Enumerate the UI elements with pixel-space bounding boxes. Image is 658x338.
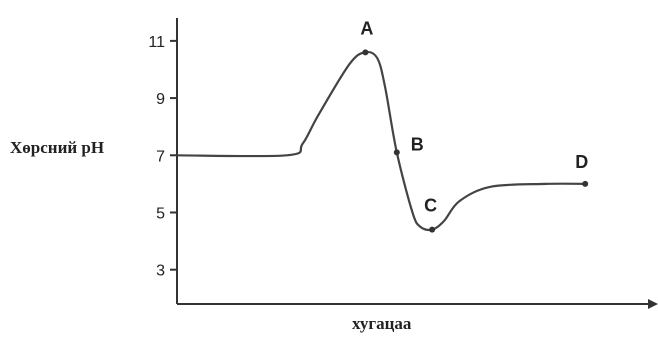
- y-tick-label: 9: [156, 91, 165, 108]
- x-axis-arrow: [648, 299, 658, 309]
- y-tick-label: 7: [156, 148, 165, 165]
- y-tick-label: 3: [156, 263, 165, 280]
- point-d-label: D: [575, 152, 588, 172]
- y-ticks: 3 5 7 9 11: [148, 34, 177, 280]
- point-c-label: C: [424, 196, 437, 216]
- point-b-marker: [393, 149, 400, 156]
- point-c-marker: [429, 226, 436, 233]
- point-a-marker: [362, 49, 369, 56]
- y-tick-label: 11: [148, 34, 165, 51]
- point-d-marker: [582, 180, 589, 187]
- y-tick-label: 5: [156, 205, 165, 222]
- x-axis-label: хугацаа: [352, 314, 412, 333]
- ph-curve: [176, 50, 586, 232]
- y-axis-label: Хөрсний pH: [10, 138, 105, 157]
- labeled-points: A B C D: [360, 18, 589, 233]
- point-a-label: A: [360, 18, 373, 38]
- point-b-label: B: [411, 134, 424, 154]
